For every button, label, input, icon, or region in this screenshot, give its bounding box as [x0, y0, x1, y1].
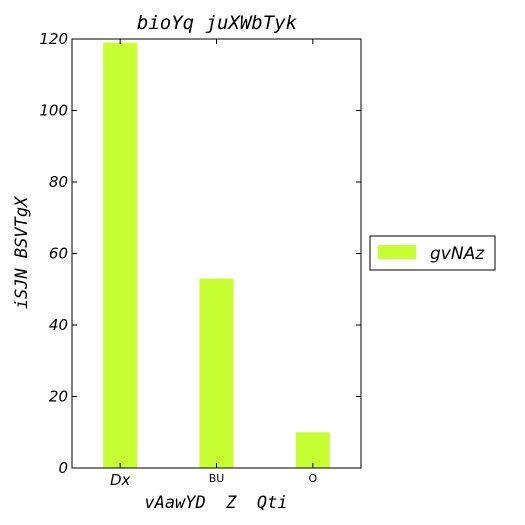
legend-box [369, 235, 496, 271]
y-tick-label: 120 [39, 30, 68, 48]
x-axis-label: vAawYD Z Qti [144, 493, 287, 513]
x-tick-label-dx: Dx [110, 471, 131, 489]
y-tick-label: 80 [49, 173, 68, 191]
y-tick-label: 40 [49, 316, 68, 334]
x-tick-label-bu: BU [209, 472, 225, 485]
bar-o [295, 432, 330, 468]
bar-bu [199, 278, 234, 468]
chart-title: bioYq juXWbTyk [137, 12, 298, 34]
x-axis: Dx BU O [110, 39, 317, 489]
y-tick-label: 0 [58, 459, 68, 477]
x-tick-label-o: O [308, 472, 317, 485]
y-axis-label: iSJN BSVTgX [12, 195, 32, 309]
y-tick-label: 60 [49, 245, 68, 263]
y-tick-label: 100 [39, 102, 68, 120]
bar-dx [103, 42, 138, 468]
y-tick-label: 20 [49, 388, 68, 406]
legend: gvNAz [369, 235, 496, 271]
legend-swatch [378, 245, 416, 259]
y-axis: 0 20 40 60 80 100 120 [39, 30, 361, 477]
bars-group [103, 42, 330, 468]
legend-label: gvNAz [430, 244, 485, 264]
